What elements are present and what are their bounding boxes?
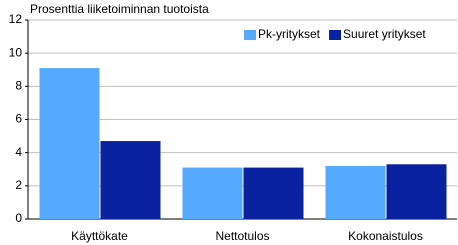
x-tick-label: Käyttökate: [71, 229, 128, 243]
legend-swatch: [244, 30, 256, 40]
y-tick-label: 6: [15, 112, 22, 126]
bar: [182, 167, 243, 219]
y-tick-label: 4: [15, 145, 22, 159]
bar: [386, 164, 447, 219]
y-tick-label: 2: [15, 178, 22, 192]
x-tick-label: Kokonaistulos: [348, 229, 423, 243]
y-tick-label: 8: [15, 79, 22, 93]
y-tick-label: 10: [9, 45, 23, 59]
bar: [325, 165, 386, 219]
x-tick-label: Nettotulos: [215, 229, 269, 243]
legend-label: Suuret yritykset: [343, 27, 426, 41]
chart-title: Prosenttia liiketoiminnan tuotoista: [30, 2, 209, 16]
legend-label: Pk-yritykset: [258, 27, 321, 41]
bar: [100, 141, 161, 219]
bar: [39, 68, 100, 219]
bar: [243, 167, 304, 219]
legend-swatch: [329, 30, 342, 40]
y-tick-label: 12: [9, 12, 23, 26]
y-tick-label: 0: [15, 211, 22, 225]
